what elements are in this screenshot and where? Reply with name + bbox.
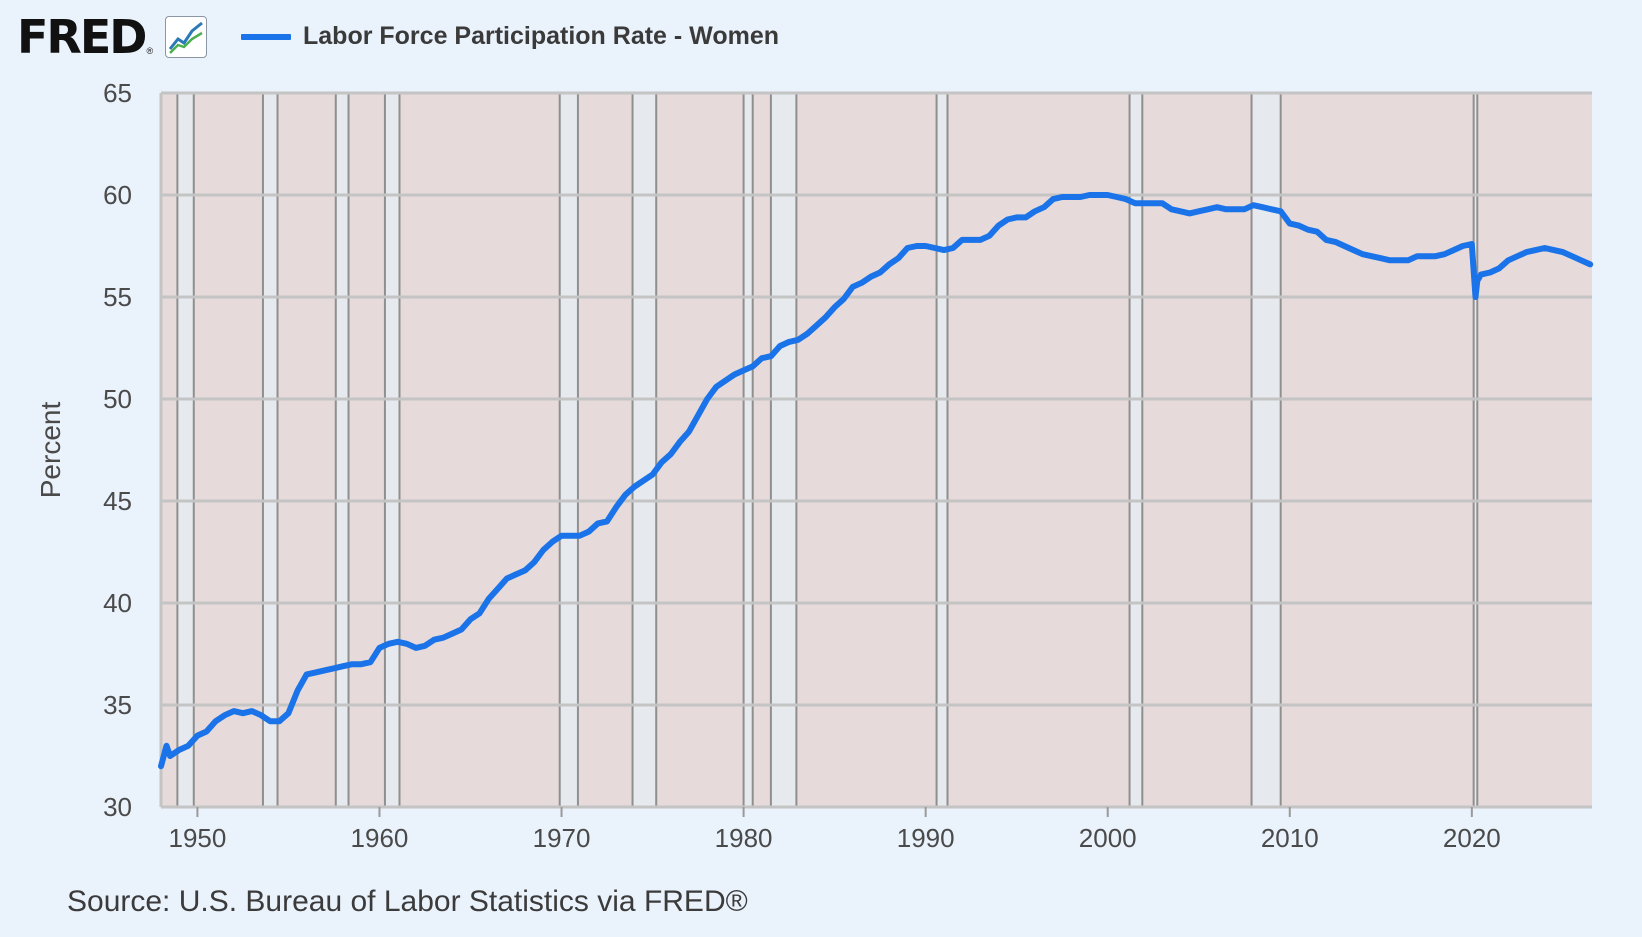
y-tick-label: 30 [103,792,132,822]
y-tick-label: 60 [103,180,132,210]
recession-band [559,93,578,807]
recession-band [1473,93,1478,807]
fred-logo-registered-mark: ® [146,46,154,56]
recession-band [1129,93,1143,807]
plot-area [161,93,1592,807]
recession-band [384,93,400,807]
legend-series-swatch [241,33,291,40]
recession-band [335,93,349,807]
source-note: Source: U.S. Bureau of Labor Statistics … [67,885,748,918]
x-tick-label: 1970 [533,823,591,853]
recession-band [262,93,278,807]
recession-band [1251,93,1281,807]
x-tick-label: 2000 [1079,823,1137,853]
recession-band [177,93,194,807]
x-tick-label: 1980 [715,823,773,853]
y-axis-title: Percent [35,402,66,499]
line-chart-icon[interactable] [165,16,208,58]
x-tick-label: 2020 [1443,823,1501,853]
x-tick-label: 2010 [1261,823,1319,853]
chart-legend: Labor Force Participation Rate - Women [241,22,779,51]
x-tick-label: 1960 [351,823,409,853]
y-tick-label: 65 [103,78,132,108]
recession-band [632,93,657,807]
y-tick-label: 35 [103,690,132,720]
recession-band [743,93,753,807]
recession-band [936,93,948,807]
x-tick-label: 1950 [168,823,226,853]
y-tick-label: 50 [103,384,132,414]
fred-logo[interactable]: FRED [17,10,147,64]
y-tick-label: 55 [103,282,132,312]
x-tick-label: 1990 [897,823,955,853]
fred-header: FRED ® [17,10,208,64]
y-tick-label: 45 [103,486,132,516]
legend-series-label: Labor Force Participation Rate - Women [303,22,780,50]
y-tick-label: 40 [103,588,132,618]
series-line [158,192,1594,770]
recession-band [770,93,797,807]
